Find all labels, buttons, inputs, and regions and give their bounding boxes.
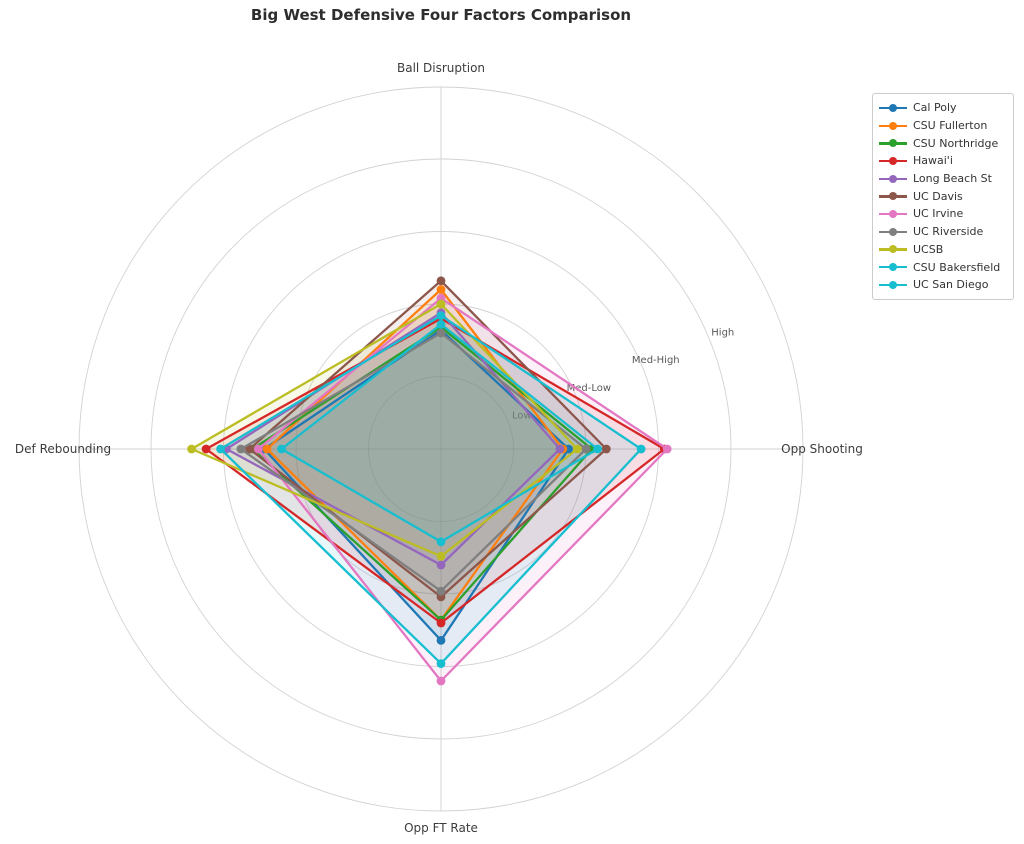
series-marker	[436, 537, 446, 547]
series-marker	[216, 444, 226, 454]
series-marker	[245, 444, 255, 454]
legend-item: CSU Bakersfield	[879, 258, 1007, 276]
series-marker	[572, 444, 582, 454]
series-marker	[436, 659, 446, 668]
series-marker	[436, 276, 446, 286]
legend-line-marker-icon	[879, 262, 907, 272]
series-marker	[436, 299, 446, 309]
legend-line-marker-icon	[879, 121, 907, 131]
legend-item: UC Davis	[879, 187, 1007, 205]
series-marker	[436, 676, 446, 686]
axis-label-opp-shooting: Opp Shooting	[781, 442, 863, 456]
series-marker	[436, 551, 446, 561]
series-marker	[253, 444, 263, 454]
radial-tick-label: High	[711, 327, 734, 338]
series-marker	[593, 444, 602, 454]
legend-item: Hawai'i	[879, 152, 1007, 170]
radial-tick-label: Med-Low	[567, 383, 611, 394]
series-marker	[262, 444, 272, 454]
series-marker	[436, 586, 446, 596]
legend: Cal Poly CSU Fullerton CSU Northridge Ha…	[872, 93, 1014, 300]
legend-line-marker-icon	[879, 138, 907, 148]
series-marker	[581, 444, 591, 454]
legend-item: UC Riverside	[879, 223, 1007, 241]
legend-item: CSU Fullerton	[879, 117, 1007, 135]
series-marker	[436, 285, 446, 294]
series-marker	[436, 636, 446, 645]
chart-title: Big West Defensive Four Factors Comparis…	[250, 6, 632, 24]
series-marker	[436, 560, 446, 570]
radial-tick-label: Med-High	[632, 355, 680, 366]
radial-tick-label: Low	[512, 411, 532, 422]
legend-line-marker-icon	[879, 244, 907, 254]
legend-item: UC San Diego	[879, 276, 1007, 294]
legend-item: Cal Poly	[879, 99, 1007, 117]
series-marker	[436, 618, 446, 628]
legend-line-marker-icon	[879, 174, 907, 184]
series-marker	[436, 328, 446, 338]
legend-item: UC Irvine	[879, 205, 1007, 223]
axis-label-ball-disruption: Ball Disruption	[396, 61, 486, 75]
legend-line-marker-icon	[879, 156, 907, 166]
legend-item: Long Beach St	[879, 170, 1007, 188]
legend-line-marker-icon	[879, 103, 907, 113]
series-fill	[281, 324, 598, 542]
series-marker	[662, 444, 672, 454]
axis-label-opp-ft-rate: Opp FT Rate	[404, 821, 478, 835]
series-marker	[636, 444, 646, 454]
legend-item: CSU Northridge	[879, 134, 1007, 152]
series-marker	[277, 444, 286, 454]
series-marker	[601, 444, 611, 454]
series-fill	[258, 298, 668, 681]
legend-line-marker-icon	[879, 227, 907, 237]
series-fill	[206, 318, 665, 623]
series-marker	[436, 311, 446, 320]
legend-line-marker-icon	[879, 191, 907, 201]
axis-label-def-rebounding: Def Rebounding	[14, 442, 112, 456]
legend-line-marker-icon	[879, 280, 907, 290]
series-fill	[240, 333, 586, 592]
legend-line-marker-icon	[879, 209, 907, 219]
series-marker	[187, 444, 197, 454]
series-marker	[236, 444, 246, 454]
series-marker	[555, 444, 565, 454]
series-marker	[436, 319, 446, 329]
legend-item: UCSB	[879, 241, 1007, 259]
series-marker	[201, 444, 211, 454]
series-fill	[226, 312, 560, 565]
